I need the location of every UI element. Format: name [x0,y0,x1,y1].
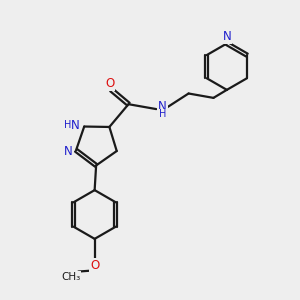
Text: O: O [90,259,99,272]
Text: N: N [158,100,167,112]
Text: N: N [71,118,80,131]
Text: O: O [105,77,115,90]
Text: H: H [64,120,72,130]
Text: N: N [64,145,73,158]
Text: H: H [158,110,166,119]
Text: CH₃: CH₃ [61,272,80,282]
Text: N: N [223,30,231,43]
